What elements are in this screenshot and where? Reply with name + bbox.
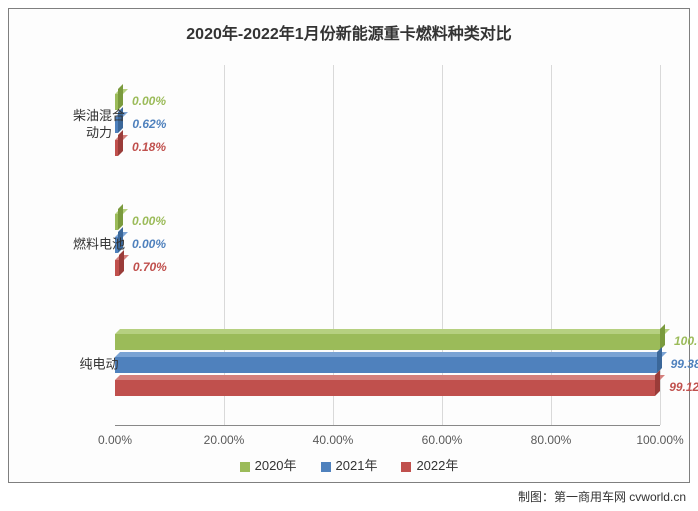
bar-front (115, 357, 657, 373)
bar (115, 140, 118, 156)
bar-value-label: 0.70% (133, 260, 167, 274)
legend-label: 2022年 (416, 458, 458, 473)
x-tick-label: 60.00% (422, 433, 463, 447)
bar-side-face (119, 250, 124, 276)
bar-value-label: 100.00% (674, 334, 698, 348)
bar-value-label: 99.38% (671, 357, 698, 371)
legend-item: 2022年 (401, 455, 458, 474)
bar (115, 380, 655, 396)
attribution-text: 制图：第一商用车网 cvworld.cn (518, 488, 686, 505)
legend-swatch (240, 462, 250, 472)
y-category-label: 燃料电池 (54, 237, 144, 254)
x-tick-label: 0.00% (98, 433, 132, 447)
bar (115, 334, 660, 350)
y-category-label: 纯电动 (54, 357, 144, 374)
bar (115, 357, 657, 373)
bar-value-label: 0.18% (132, 140, 166, 154)
bar-front (115, 380, 655, 396)
bar-value-label: 0.00% (132, 214, 166, 228)
chart-container: 2020年-2022年1月份新能源重卡燃料种类对比 0.00%20.00%40.… (0, 0, 698, 511)
legend-item: 2020年 (240, 455, 297, 474)
x-tick-label: 20.00% (204, 433, 245, 447)
legend: 2020年 2021年 2022年 (0, 455, 698, 474)
bar-front (115, 334, 660, 350)
y-category-label: 柴油混合动力 (54, 108, 144, 142)
legend-item: 2021年 (321, 455, 378, 474)
bar-value-label: 99.12% (669, 380, 698, 394)
bar-top-face (115, 375, 665, 380)
legend-swatch (321, 462, 331, 472)
bar-top-face (115, 329, 670, 334)
bar-value-label: 0.00% (132, 94, 166, 108)
bar (115, 214, 118, 230)
x-tick-label: 80.00% (531, 433, 572, 447)
x-tick-label: 40.00% (313, 433, 354, 447)
chart-title: 2020年-2022年1月份新能源重卡燃料种类对比 (0, 20, 698, 44)
legend-label: 2020年 (255, 458, 297, 473)
x-tick-label: 100.00% (636, 433, 683, 447)
plot-area: 0.00%20.00%40.00%60.00%80.00%100.00%0.00… (115, 65, 660, 426)
bar-top-face (115, 352, 667, 357)
legend-swatch (401, 462, 411, 472)
legend-label: 2021年 (336, 458, 378, 473)
bar (115, 260, 119, 276)
grid-line (660, 65, 661, 425)
